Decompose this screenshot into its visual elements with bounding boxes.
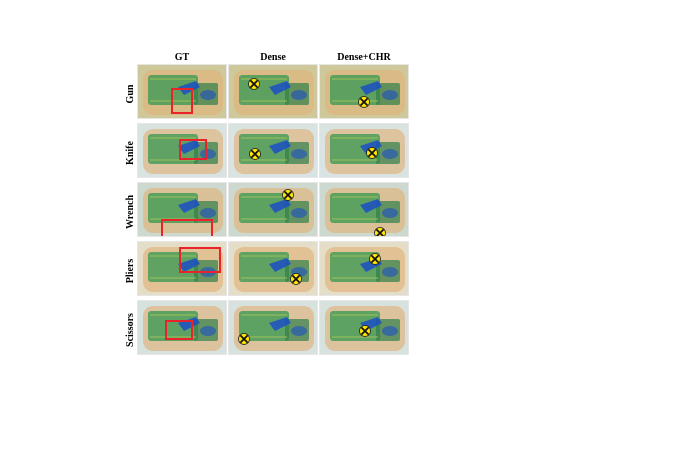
panel-gun-dense <box>228 64 318 119</box>
xray-image <box>229 124 317 177</box>
panel-gun-gt <box>137 64 227 119</box>
xray-image <box>320 183 408 236</box>
ground-truth-box <box>179 247 221 273</box>
threat-item <box>291 326 307 336</box>
ground-truth-box <box>171 88 193 114</box>
panel-wrench-gt <box>137 182 227 237</box>
xray-image <box>138 301 226 354</box>
threat-item <box>269 258 291 272</box>
threat-item <box>382 149 398 159</box>
threat-item <box>269 199 291 213</box>
threat-item <box>269 317 291 331</box>
ground-truth-box <box>161 219 213 236</box>
panel-knife-dense <box>228 123 318 178</box>
bag-contents <box>330 252 380 282</box>
bag-contents <box>148 193 198 223</box>
threat-item <box>200 149 216 159</box>
threat-item <box>200 90 216 100</box>
bag-contents <box>148 252 198 282</box>
panel-gun-dense-chr <box>319 64 409 119</box>
threat-item <box>178 258 200 272</box>
xray-image <box>320 301 408 354</box>
panel-knife-dense-chr <box>319 123 409 178</box>
cross-mark-icon <box>359 325 371 337</box>
cross-mark-icon <box>249 148 261 160</box>
panel-scissors-dense <box>228 300 318 355</box>
threat-item <box>178 317 200 331</box>
threat-item <box>360 81 382 95</box>
bag-contents <box>148 134 198 164</box>
bag-contents <box>330 193 380 223</box>
threat-item <box>360 140 382 154</box>
xray-image <box>138 183 226 236</box>
xray-image <box>320 242 408 295</box>
cross-mark-icon <box>238 333 250 345</box>
cross-mark-icon <box>358 96 370 108</box>
threat-item <box>382 267 398 277</box>
threat-item <box>200 208 216 218</box>
threat-item <box>291 208 307 218</box>
threat-item <box>178 140 200 154</box>
threat-item <box>382 90 398 100</box>
ground-truth-box <box>179 139 207 160</box>
cross-mark-icon <box>366 147 378 159</box>
panel-scissors-dense-chr <box>319 300 409 355</box>
cross-mark-icon <box>374 227 386 236</box>
bag-contents <box>239 252 289 282</box>
panel-wrench-dense <box>228 182 318 237</box>
threat-item <box>269 140 291 154</box>
ground-truth-box <box>165 320 193 340</box>
threat-item <box>382 208 398 218</box>
panel-wrench-dense-chr <box>319 182 409 237</box>
xray-image <box>229 242 317 295</box>
cross-mark-icon <box>290 273 302 285</box>
threat-item <box>382 326 398 336</box>
cross-mark-icon <box>282 189 294 201</box>
xray-image <box>229 65 317 118</box>
xray-image <box>320 124 408 177</box>
panel-knife-gt <box>137 123 227 178</box>
threat-item <box>178 199 200 213</box>
panel-pliers-dense <box>228 241 318 296</box>
bag-contents <box>148 311 198 341</box>
cross-mark-icon <box>248 78 260 90</box>
bag-contents <box>239 311 289 341</box>
xray-image <box>320 65 408 118</box>
threat-item <box>200 326 216 336</box>
threat-item <box>291 90 307 100</box>
cross-mark-icon <box>369 253 381 265</box>
threat-item <box>360 199 382 213</box>
xray-image <box>138 124 226 177</box>
column-header-dense: Dense <box>260 52 286 63</box>
xray-image <box>229 301 317 354</box>
panel-scissors-gt <box>137 300 227 355</box>
panel-pliers-dense-chr <box>319 241 409 296</box>
bag-contents <box>239 193 289 223</box>
panel-pliers-gt <box>137 241 227 296</box>
threat-item <box>269 81 291 95</box>
xray-image <box>138 65 226 118</box>
threat-item <box>291 149 307 159</box>
column-header-dense-chr: Dense+CHR <box>337 52 391 63</box>
xray-image <box>138 242 226 295</box>
column-header-gt: GT <box>174 52 190 63</box>
xray-image <box>229 183 317 236</box>
